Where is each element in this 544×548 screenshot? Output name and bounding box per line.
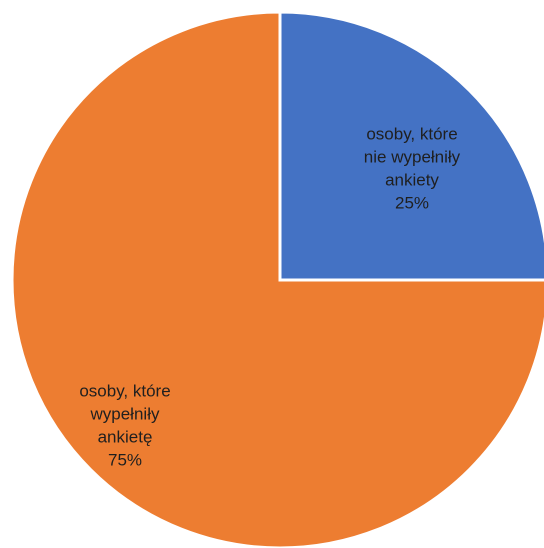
pie-slice-label-0: osoby, które nie wypełniły ankiety 25% xyxy=(364,125,461,213)
pie-slice-label-line: osoby, które xyxy=(366,125,457,144)
pie-slices xyxy=(10,10,544,548)
pie-slice-label-line: wypełniły xyxy=(90,405,160,424)
pie-slice-label-line: nie wypełniły xyxy=(364,148,461,167)
pie-data-labels: osoby, które nie wypełniły ankiety 25%osoby… xyxy=(79,125,460,470)
pie-slice-percent: 75% xyxy=(108,451,142,470)
pie-slice-label-line: ankietę xyxy=(98,428,153,447)
pie-slice-label-line: osoby, które xyxy=(79,382,170,401)
pie-slice-0 xyxy=(278,10,544,282)
pie-slice-percent: 25% xyxy=(395,194,429,213)
pie-slice-label-line: ankiety xyxy=(385,171,439,190)
pie-slice-label-1: osoby, które wypełniły ankietę 75% xyxy=(79,382,170,470)
pie-slice-1 xyxy=(10,10,544,548)
